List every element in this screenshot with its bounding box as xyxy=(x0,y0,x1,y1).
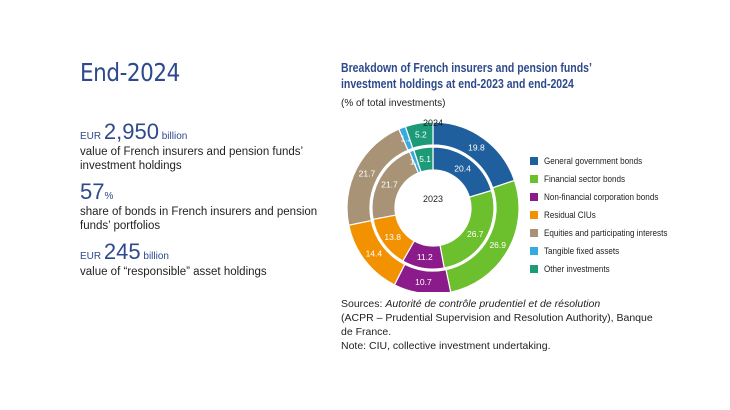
stat-description: value of French insurers and pension fun… xyxy=(80,146,303,172)
inner-value-label: 13.8 xyxy=(384,232,401,242)
outer-value-label: 14.4 xyxy=(366,248,383,258)
legend-swatch xyxy=(530,211,538,219)
outer-value-label: 19.8 xyxy=(468,142,485,152)
stat-description: value of “responsible” asset holdings xyxy=(80,266,267,278)
inner-slice-7 xyxy=(413,146,434,173)
outer-value-label: 26.9 xyxy=(489,240,506,250)
legend-swatch xyxy=(530,265,538,273)
stat-prefix: EUR xyxy=(80,251,104,262)
legend-label: Non-financial corporation bonds xyxy=(544,192,659,202)
legend-swatch xyxy=(530,157,538,165)
legend-swatch xyxy=(530,193,538,201)
chart-legend: General government bonds Financial sector… xyxy=(530,152,681,278)
sources-note: Sources: Autorité de contrôle prudentiel… xyxy=(341,297,661,353)
outer-slice-7 xyxy=(404,121,434,150)
legend-item: Non-financial corporation bonds xyxy=(530,188,681,206)
panel-title: End-2024 xyxy=(80,58,180,87)
legend-label: Financial sector bonds xyxy=(544,174,626,184)
legend-label: Other investments xyxy=(544,264,610,274)
legend-item: General government bonds xyxy=(530,152,681,170)
stat-unit: billion xyxy=(140,251,169,262)
legend-item: Financial sector bonds xyxy=(530,170,681,188)
chart-title: Breakdown of French insurers and pension… xyxy=(341,61,592,91)
stat-description: share of bonds in French insurers and pe… xyxy=(80,206,318,232)
legend-label: Equities and participating interests xyxy=(544,228,668,238)
sources-institution: Autorité de contrôle prudentiel et de ré… xyxy=(385,298,601,310)
stat-bond-share: 57% xyxy=(80,181,320,203)
sources-prefix: Sources: xyxy=(341,298,386,310)
inner-value-label: 20.4 xyxy=(454,163,471,173)
outer-value-label: 21.7 xyxy=(359,169,376,179)
legend-item: Other investments xyxy=(530,260,681,278)
legend-item: Tangible fixed assets xyxy=(530,242,681,260)
legend-swatch xyxy=(530,229,538,237)
outer-slice-2 xyxy=(445,179,520,292)
stat-number: 245 xyxy=(103,239,141,264)
inner-value-label: 5.1 xyxy=(419,154,431,164)
legend-label: Residual CIUs xyxy=(544,210,596,220)
legend-item: Residual CIUs xyxy=(530,206,681,224)
legend-swatch xyxy=(530,175,538,183)
stat-responsible-assets: EUR 245 billion xyxy=(80,241,320,263)
outer-value-label: 1.3 xyxy=(400,133,412,143)
outer-value-label: 5.2 xyxy=(415,129,427,139)
inner-value-label: 11.2 xyxy=(417,252,433,262)
note-line: Note: CIU, collective investment underta… xyxy=(341,340,551,352)
stat-unit: % xyxy=(104,191,114,202)
outer-value-label: 10.7 xyxy=(415,277,432,287)
stat-number: 2,950 xyxy=(103,119,159,144)
stat-unit: billion xyxy=(158,131,188,142)
inner-value-label: 1.2 xyxy=(410,157,422,167)
stat-prefix: EUR xyxy=(80,131,104,142)
inner-ring-year-label: 2023 xyxy=(423,194,443,204)
inner-value-label: 21.7 xyxy=(381,180,398,190)
donut-chart: 19.8 26.9 10.7 14.4 21.7 1.3 5.2 20.4 26.7 11.2 13… xyxy=(346,118,520,292)
sources-detail: (ACPR – Prudential Supervision and Resol… xyxy=(341,312,653,338)
legend-swatch xyxy=(530,247,538,255)
inner-value-label: 26.7 xyxy=(467,229,484,239)
sources-line: Sources: Autorité de contrôle prudentiel… xyxy=(341,297,661,311)
stat-holdings-value: EUR 2,950 billion xyxy=(80,121,320,143)
outer-ring-year-label: 2024 xyxy=(423,118,443,128)
stat-number: 57 xyxy=(80,179,105,204)
legend-label: General government bonds xyxy=(544,156,643,166)
key-figures-panel: End-2024 EUR 2,950 billion value of Fren… xyxy=(80,58,320,287)
legend-item: Equities and participating interests xyxy=(530,224,681,242)
legend-label: Tangible fixed assets xyxy=(544,246,620,256)
chart-subtitle: (% of total investments) xyxy=(341,98,446,109)
